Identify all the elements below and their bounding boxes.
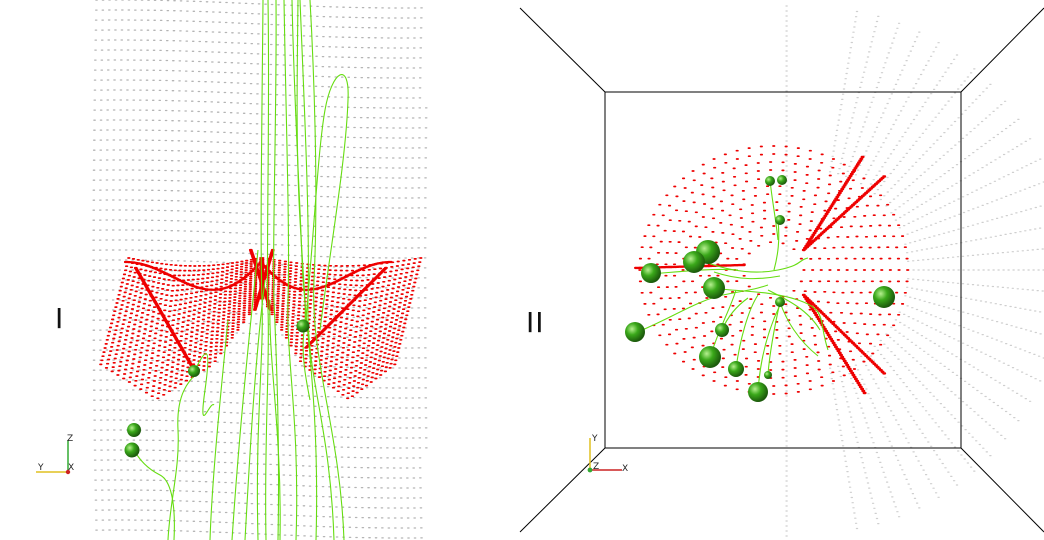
axis-label-origin: Z [593,462,599,472]
background-point-grid [92,0,428,539]
streamlines [634,179,829,393]
axis-label-vertical: Y [591,434,598,444]
spheres [124,319,310,458]
panel-label-right: II [526,306,545,339]
axes-triad-left: Z Y X [36,434,74,475]
panel-left: Z Y X I [0,0,468,540]
left-view-canvas: Z Y X [36,0,428,540]
red-point-surface [634,145,910,395]
right-view-canvas: Y X Z [519,5,1044,537]
axis-label-origin: X [68,463,74,473]
panel-label-left: I [55,302,65,335]
axis-label-horizontal: Y [37,463,44,473]
spheres [625,175,895,402]
axes-triad-right: Y X Z [587,434,628,474]
panel-right: Y X Z II [468,0,1044,540]
streamlines [132,0,349,540]
axis-label-horizontal: X [622,464,628,474]
perspective-box-frame [519,7,1044,533]
background-ray-points [785,5,1044,537]
axis-label-vertical: Z [67,434,73,444]
